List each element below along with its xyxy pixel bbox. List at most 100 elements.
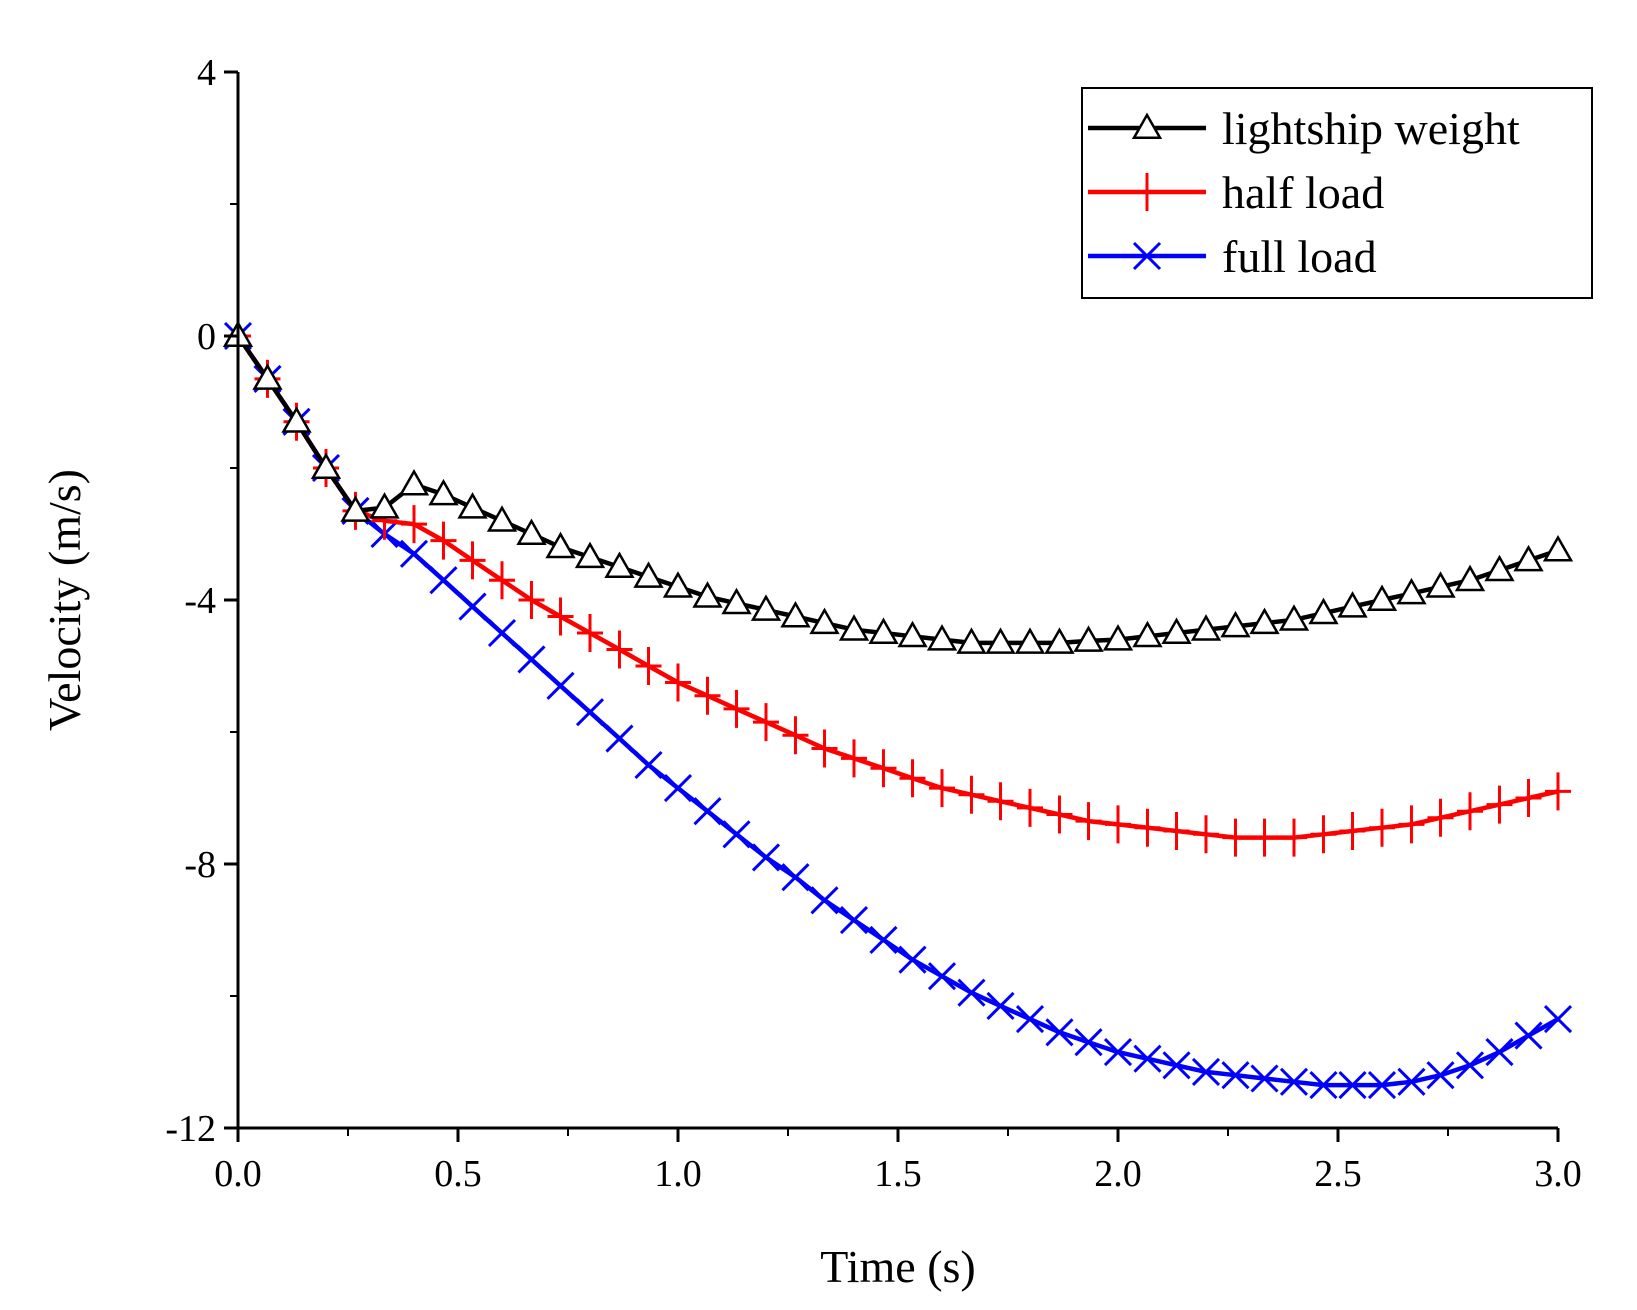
- data-point: [750, 594, 782, 621]
- x-tick-label: 3.0: [1534, 1153, 1582, 1195]
- data-point: [429, 566, 458, 595]
- data-point: [1134, 808, 1161, 847]
- legend-label: full load: [1222, 231, 1377, 282]
- data-point: [721, 587, 752, 615]
- data-point: [1074, 1028, 1103, 1057]
- plot-area: [222, 317, 1574, 1100]
- series-full-load: [223, 321, 1573, 1100]
- y-tick-label: 0: [197, 316, 216, 358]
- data-point: [663, 774, 693, 803]
- data-point: [486, 505, 518, 532]
- series-lightship-weight: [222, 320, 1574, 654]
- data-point: [310, 452, 342, 479]
- data-point: [516, 518, 547, 545]
- data-point: [1191, 1057, 1221, 1086]
- data-point: [1132, 620, 1163, 648]
- data-point: [693, 797, 722, 826]
- data-point: [281, 406, 312, 433]
- data-point: [723, 689, 750, 728]
- legend-marker: [1134, 173, 1160, 211]
- data-point: [1486, 785, 1513, 824]
- data-point: [518, 581, 545, 619]
- y-ticks: -12 -8 -4 0 4: [165, 52, 238, 1150]
- data-point: [369, 492, 400, 519]
- x-ticks: 0.0 0.5 1.0 1.5 2.0 2.5 3.0: [214, 1128, 1582, 1195]
- data-point: [1103, 1038, 1133, 1067]
- data-point: [692, 581, 723, 608]
- data-point: [633, 561, 664, 588]
- data-point: [751, 843, 781, 872]
- data-point: [1366, 584, 1398, 611]
- data-point: [1455, 1051, 1485, 1080]
- data-point: [1397, 1067, 1426, 1096]
- data-point: [340, 495, 371, 522]
- x-tick-label: 1.5: [874, 1153, 922, 1195]
- data-point: [1281, 818, 1307, 857]
- data-point: [1250, 1064, 1279, 1093]
- data-point: [722, 820, 751, 849]
- data-point: [899, 759, 926, 798]
- data-point: [1015, 1005, 1045, 1034]
- series-line-lightship-weight: [236, 334, 1559, 646]
- data-point: [399, 539, 429, 568]
- data-point: [781, 863, 810, 892]
- data-point: [1454, 564, 1486, 592]
- data-point: [1220, 610, 1251, 638]
- data-point: [1017, 788, 1043, 827]
- data-point: [1105, 805, 1131, 844]
- data-point: [956, 627, 987, 654]
- data-point: [841, 739, 867, 778]
- data-point: [577, 614, 603, 652]
- data-point: [897, 620, 928, 648]
- data-point: [1251, 818, 1278, 857]
- data-point: [1514, 1021, 1543, 1050]
- series-line-full-load: [236, 334, 1560, 1088]
- data-point: [1425, 571, 1456, 598]
- data-point: [927, 962, 957, 991]
- data-point: [780, 600, 811, 628]
- data-point: [926, 624, 958, 651]
- data-point: [459, 541, 486, 580]
- data-point: [1309, 1071, 1338, 1100]
- x-tick-label: 1.0: [654, 1153, 702, 1195]
- data-point: [1075, 802, 1102, 841]
- data-point: [1427, 798, 1454, 837]
- data-point: [1163, 812, 1190, 850]
- legend-marker: [1132, 241, 1162, 271]
- legend-entry: half load: [1088, 167, 1384, 218]
- data-point: [868, 617, 899, 644]
- data-point: [839, 906, 869, 935]
- data-point: [665, 663, 691, 702]
- data-point: [458, 592, 487, 621]
- legend: lightship weight half load full load: [1081, 87, 1593, 299]
- data-point: [782, 716, 809, 755]
- data-point: [1044, 627, 1075, 654]
- data-point: [662, 571, 694, 598]
- data-point: [1190, 614, 1222, 641]
- data-point: [1279, 1067, 1309, 1096]
- data-point: [457, 492, 488, 519]
- data-point: [1310, 815, 1337, 854]
- data-point: [1162, 1051, 1191, 1080]
- data-point: [430, 521, 457, 560]
- x-tick-label: 2.5: [1314, 1153, 1362, 1195]
- data-point: [574, 541, 606, 569]
- data-point: [546, 671, 575, 700]
- data-point: [898, 945, 927, 974]
- data-point: [489, 561, 515, 600]
- y-tick-label: -12: [165, 1108, 216, 1150]
- data-point: [634, 750, 663, 780]
- data-point: [1102, 624, 1134, 651]
- data-point: [985, 627, 1016, 654]
- data-point: [810, 886, 839, 915]
- legend-entry: lightship weight: [1088, 103, 1520, 154]
- data-point: [1045, 1018, 1074, 1047]
- data-point: [1396, 577, 1427, 605]
- data-point: [809, 607, 840, 635]
- series-half-load: [225, 317, 1571, 857]
- data-point: [517, 645, 546, 674]
- data-point: [929, 769, 955, 808]
- data-point: [547, 597, 574, 636]
- data-point: [1398, 805, 1425, 844]
